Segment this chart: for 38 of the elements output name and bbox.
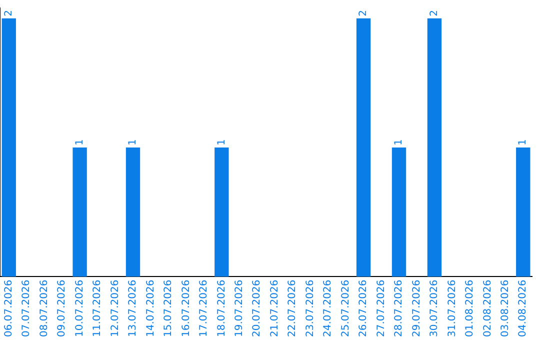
x-tick-label: 26.07.2026 [358, 280, 370, 338]
data-label: 2 [358, 10, 370, 16]
x-tick-label: 07.07.2026 [21, 280, 32, 338]
x-tick-label: 06.07.2026 [3, 280, 14, 338]
x-tick-label: 31.07.2026 [446, 280, 458, 338]
x-tick-label: 12.07.2026 [110, 280, 121, 338]
x-tick-label: 21.07.2026 [269, 280, 280, 338]
x-tick-label: 09.07.2026 [56, 280, 68, 338]
x-tick-label: 03.08.2026 [500, 280, 511, 338]
x-tick-label: 29.07.2026 [411, 280, 422, 338]
x-tick-label: 13.07.2026 [128, 280, 139, 338]
x-tick-label: 16.07.2026 [180, 280, 192, 338]
data-label: 1 [216, 139, 228, 146]
x-tick-label: 24.07.2026 [322, 280, 334, 338]
x-tick-label: 20.07.2026 [252, 280, 263, 338]
x-tick-label: 22.07.2026 [287, 280, 298, 338]
x-tick-label: 15.07.2026 [163, 280, 174, 338]
x-tick-label: 23.07.2026 [304, 280, 316, 338]
data-label: 2 [429, 10, 440, 16]
x-tick-label: 04.08.2026 [518, 280, 529, 338]
x-tick-label: 10.07.2026 [74, 280, 86, 338]
x-tick-label: 08.07.2026 [38, 280, 50, 338]
x-tick-label: 02.08.2026 [482, 280, 494, 338]
x-tick-label: 27.07.2026 [376, 280, 387, 338]
x-tick-label: 19.07.2026 [234, 280, 245, 338]
x-tick-label: 11.07.2026 [92, 280, 104, 338]
data-label: 2 [3, 10, 14, 16]
x-tick-label: 17.07.2026 [198, 280, 210, 338]
data-label: 1 [394, 139, 405, 146]
x-tick-label: 01.08.2026 [464, 280, 476, 338]
x-tick-label: 14.07.2026 [145, 280, 156, 338]
x-tick-label: 25.07.2026 [340, 280, 352, 338]
data-label: 1 [128, 139, 139, 146]
data-label: 1 [74, 139, 86, 146]
x-tick-label: 28.07.2026 [394, 280, 405, 338]
x-tick-label: 30.07.2026 [429, 280, 440, 338]
x-tick-label: 18.07.2026 [216, 280, 228, 338]
data-label: 1 [518, 139, 529, 146]
